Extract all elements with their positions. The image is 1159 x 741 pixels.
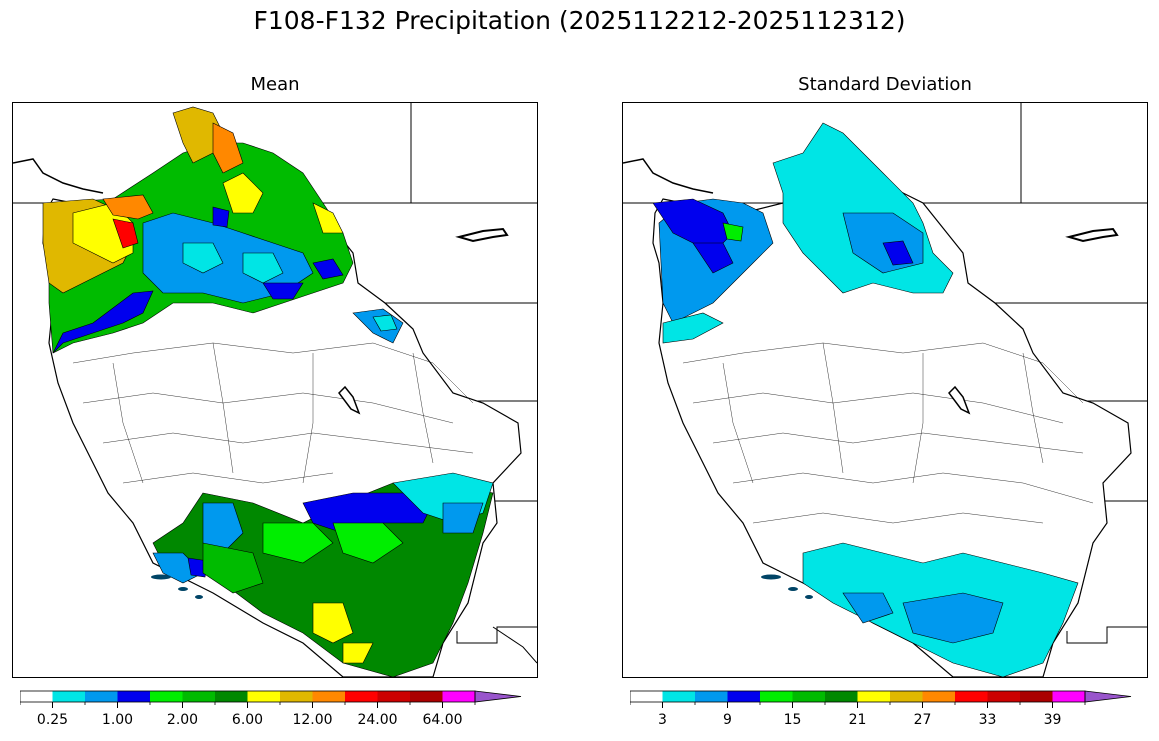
coastline-north [623,158,714,194]
colorbar-tick-label: 3 [658,712,667,728]
colorbar-tick-label: 64.00 [422,712,462,728]
basin-lines [72,342,474,484]
colorbar-mean: 0.25 1.00 2.00 6.00 12.00 24.00 64.00 [20,690,522,728]
colorbar-tick-label: 27 [914,712,932,728]
coastline-north [13,158,104,194]
south-stddev [802,542,1079,677]
colorbar-tick-label: 9 [723,712,732,728]
mean-map-svg [13,103,537,677]
colorbar-tick-label: 21 [849,712,867,728]
north-precip [42,106,404,354]
colorbar-segment [442,691,475,702]
colorbar-segment [377,691,410,702]
colorbar-segment [280,691,313,702]
colorbar-tick-label: 24.00 [357,712,397,728]
colorbar-tick-label: 6.00 [232,712,263,728]
colorbar-segment [117,691,150,702]
colorbar-extend-arrow [1084,690,1132,703]
lake-feature [455,227,509,243]
colorbar-segment [410,691,443,702]
south-precip [152,472,494,677]
colorbar-segment [85,691,118,702]
colorbar-segment [727,691,760,702]
figure-title: F108-F132 Precipitation (2025112212-2025… [253,6,906,35]
colorbar-extend-arrow [474,690,522,703]
colorbar-segment [695,691,728,702]
colorbar-tick-label: 33 [979,712,997,728]
colorbar-segment [857,691,890,702]
colorbar-segment [182,691,215,702]
basin-lines [682,342,1094,524]
colorbar-tick-label: 2.00 [167,712,198,728]
islands [151,574,203,599]
colorbar-tick-label: 39 [1044,712,1062,728]
colorbar-segment [955,691,988,702]
islands [761,574,813,599]
colorbar-segment [760,691,793,702]
colorbar-segment [1020,691,1053,702]
colorbar-segment [215,691,248,702]
colorbar-segment [1052,691,1085,702]
colorbar-segment [987,691,1020,702]
colorbar-segment [792,691,825,702]
panel-title-mean: Mean [250,74,300,95]
colorbar-segment [247,691,280,702]
colorbar-tick-label: 1.00 [102,712,133,728]
colorbar-segment [345,691,378,702]
colorbar-segment [825,691,858,702]
map-mean [12,102,538,678]
colorbar-segment [312,691,345,702]
colorbar-segment [662,691,695,702]
colorbar-segment [150,691,183,702]
panel-title-stddev: Standard Deviation [798,74,972,95]
colorbar-tick-label: 0.25 [37,712,68,728]
colorbar-segment [922,691,955,702]
north-stddev [652,122,954,344]
colorbar-tick-label: 15 [784,712,802,728]
great-salt-lake [338,385,361,415]
great-salt-lake [948,385,971,415]
colorbar-segment [630,691,663,702]
colorbar-segment [20,691,53,702]
colorbar-tick-label: 12.00 [292,712,332,728]
colorbar-stddev: 3 9 15 21 27 33 39 [630,690,1132,728]
colorbar-segment [890,691,923,702]
lake-feature [1065,227,1119,243]
stddev-map-svg [623,103,1147,677]
map-stddev [622,102,1148,678]
colorbar-segment [52,691,85,702]
